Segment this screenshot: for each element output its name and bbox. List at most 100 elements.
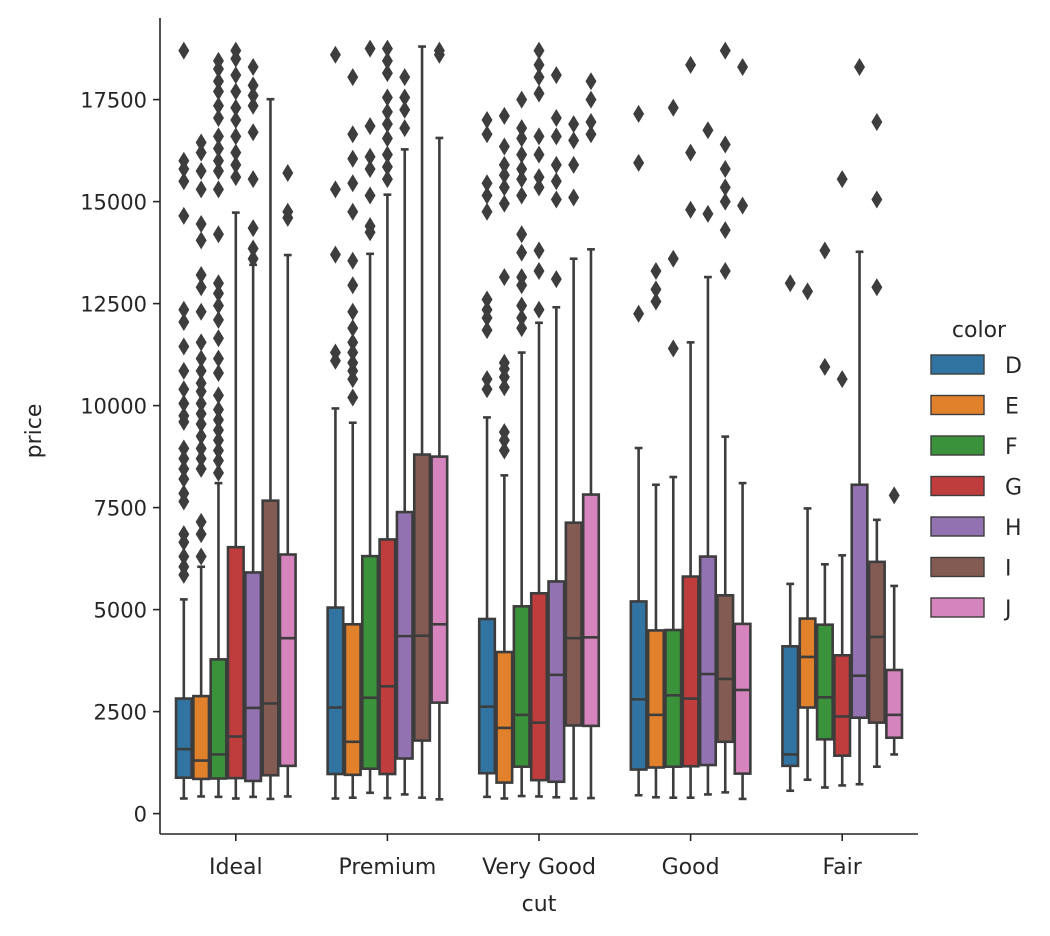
box-D-good (629, 104, 648, 797)
box-iqr (360, 554, 380, 771)
box-E-very-good (495, 106, 514, 800)
outlier-marker (178, 547, 190, 566)
outlier-marker (247, 219, 259, 238)
outlier-marker (533, 127, 545, 146)
outlier-marker (195, 449, 207, 468)
outlier-marker (178, 172, 190, 191)
box-iqr (629, 600, 648, 771)
outlier-marker (871, 278, 883, 297)
outlier-marker (516, 319, 528, 338)
outlier-marker (212, 96, 224, 115)
outlier-marker (550, 127, 562, 146)
outlier-marker (212, 431, 224, 450)
outlier-marker (685, 143, 697, 162)
legend-item-G: G (930, 476, 1022, 501)
outlier-marker (516, 90, 528, 109)
box-iqr (495, 650, 514, 784)
outlier-marker (585, 125, 597, 144)
outlier-marker (178, 300, 190, 319)
outlier-marker (719, 261, 731, 280)
outlier-marker (568, 131, 580, 150)
legend-label: E (1005, 395, 1019, 420)
box-iqr (798, 617, 817, 709)
box-D-ideal (174, 41, 193, 800)
box-iqr (664, 628, 683, 768)
outlier-marker (498, 137, 510, 156)
outlier-marker (516, 243, 528, 262)
outlier-marker (212, 225, 224, 244)
box-iqr (681, 575, 700, 768)
legend-item-D: D (930, 354, 1022, 379)
outlier-marker (364, 39, 376, 58)
outlier-marker (481, 300, 493, 319)
outlier-marker (178, 380, 190, 399)
y-tick-label: 5000 (94, 599, 147, 623)
outlier-marker (195, 512, 207, 531)
outlier-marker (533, 300, 545, 319)
outlier-marker (498, 423, 510, 442)
legend-item-E: E (930, 395, 1019, 420)
box-iqr (430, 455, 449, 704)
outlier-marker (230, 168, 242, 187)
outlier-marker (381, 170, 393, 189)
x-ticks: Ideal Premium Very Good Good Fair (209, 834, 863, 880)
outlier-marker (212, 329, 224, 348)
legend-item-J: J (930, 597, 1012, 622)
outlier-marker (737, 196, 749, 215)
box-D-very-good (477, 111, 497, 799)
outlier-marker (550, 155, 562, 174)
outlier-marker (633, 153, 645, 172)
x-tick-label: Very Good (482, 855, 596, 880)
outlier-marker (195, 302, 207, 321)
outlier-marker (230, 111, 242, 129)
outlier-marker (212, 51, 224, 70)
outlier-marker (178, 337, 190, 356)
outlier-marker (550, 172, 562, 191)
outlier-marker (481, 380, 493, 399)
outlier-marker (212, 180, 224, 199)
outlier-marker (195, 278, 207, 297)
outlier-marker (481, 174, 493, 193)
y-axis-label: price (22, 404, 47, 459)
outlier-marker (347, 319, 359, 338)
outlier-marker (550, 270, 562, 289)
box-F-premium (360, 39, 380, 795)
outlier-marker (481, 186, 493, 205)
outlier-marker (195, 333, 207, 352)
outlier-marker (195, 162, 207, 180)
outlier-marker (347, 276, 359, 295)
outlier-marker (212, 410, 224, 429)
outlier-marker (533, 55, 545, 74)
box-iqr (261, 499, 280, 777)
outlier-marker (667, 249, 679, 268)
outlier-marker (212, 400, 224, 419)
outlier-marker (433, 41, 445, 60)
outlier-marker (282, 202, 294, 221)
outlier-marker (230, 41, 242, 60)
outlier-marker (819, 241, 831, 260)
outlier-marker (516, 186, 528, 205)
outlier-marker (347, 149, 359, 168)
outlier-marker (498, 106, 510, 125)
outlier-marker (854, 57, 866, 76)
outlier-marker (347, 125, 359, 144)
box-D-premium (326, 45, 345, 800)
box-G-ideal (226, 41, 245, 800)
box-iqr (564, 521, 583, 727)
outlier-marker (633, 104, 645, 123)
outlier-marker (247, 96, 259, 115)
outlier-marker (481, 290, 493, 309)
outlier-marker (247, 249, 259, 268)
box-F-good (664, 98, 683, 799)
outlier-marker (399, 88, 411, 107)
outlier-marker (533, 261, 545, 280)
outlier-marker (533, 241, 545, 260)
outlier-marker (381, 88, 393, 107)
outlier-marker (871, 190, 883, 209)
outlier-marker (347, 202, 359, 221)
outlier-marker (178, 394, 190, 413)
outlier-marker (212, 296, 224, 315)
outlier-marker (364, 147, 376, 166)
outlier-marker (195, 547, 207, 566)
outlier-marker (212, 82, 224, 101)
